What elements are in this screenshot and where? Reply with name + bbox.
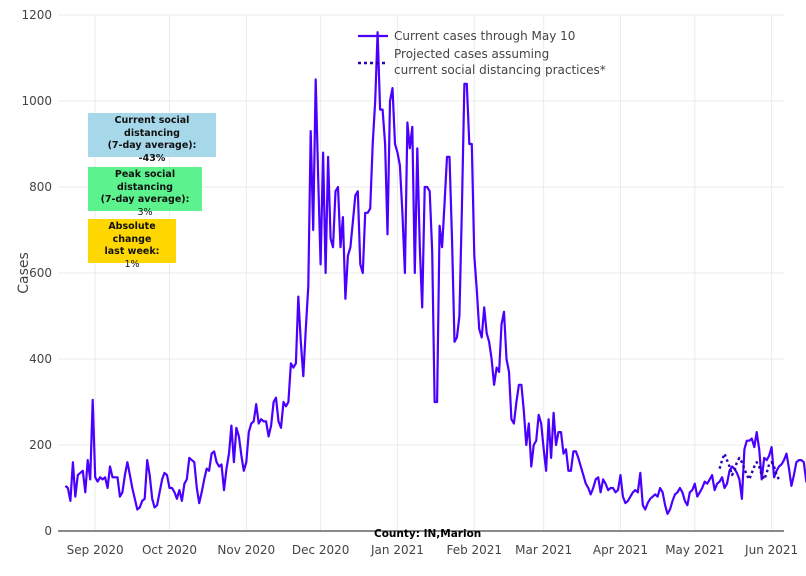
absolute-change-box: Absolute change last week: 1%: [88, 219, 176, 270]
y-axis-title: Cases: [16, 252, 32, 294]
y-tick-label: 600: [29, 266, 52, 280]
x-tick-label: Apr 2021: [593, 543, 648, 557]
county-label: County: IN,Marion: [374, 528, 482, 540]
x-tick-label: Sep 2020: [67, 543, 124, 557]
absolute-change-value: 1%: [124, 258, 140, 270]
current-distancing-title-2: (7-day average):: [107, 140, 197, 151]
current-distancing-box: Current social distancing (7-day average…: [88, 113, 216, 164]
peak-distancing-title-2: (7-day average):: [100, 194, 190, 205]
y-tick-label: 800: [29, 180, 52, 194]
y-tick-label: 1200: [21, 8, 52, 22]
x-tick-label: May 2021: [665, 543, 724, 557]
x-tick-label: Dec 2020: [292, 543, 350, 557]
legend-projected-label-line1: Projected cases assuming: [394, 47, 549, 61]
x-tick-label: Feb 2021: [446, 543, 502, 557]
absolute-change-title-2: last week:: [104, 246, 160, 257]
series-group: [64, 31, 806, 515]
series-projected-cases-line: [718, 452, 781, 481]
series-current-cases-line: [64, 31, 806, 515]
y-tick-label: 400: [29, 352, 52, 366]
current-distancing-value: -43%: [138, 152, 166, 164]
legend[interactable]: Current cases through May 10 Projected c…: [358, 29, 606, 77]
legend-current-label: Current cases through May 10: [394, 29, 575, 43]
peak-distancing-value: 3%: [137, 206, 153, 218]
y-tick-label: 1000: [21, 94, 52, 108]
y-tick-label: 200: [29, 438, 52, 452]
x-axis: Sep 2020 Oct 2020 Nov 2020 Dec 2020 Jan 2021…: [67, 543, 798, 557]
legend-projected-label-line2: current social distancing practices*: [394, 63, 606, 77]
current-distancing-title-1: Current social distancing: [114, 115, 190, 139]
peak-distancing-box: Peak social distancing (7-day average): …: [88, 167, 202, 218]
x-tick-label: Oct 2020: [142, 543, 197, 557]
x-tick-label: Jun 2021: [744, 543, 798, 557]
y-axis: 0 200 400 600 800 1000 1200: [21, 8, 52, 538]
x-tick-label: Jan 2021: [370, 543, 424, 557]
x-tick-label: Mar 2021: [515, 543, 572, 557]
x-tick-label: Nov 2020: [217, 543, 275, 557]
peak-distancing-title-1: Peak social distancing: [114, 169, 176, 193]
absolute-change-title-1: Absolute change: [108, 221, 156, 245]
y-tick-label: 0: [44, 524, 52, 538]
